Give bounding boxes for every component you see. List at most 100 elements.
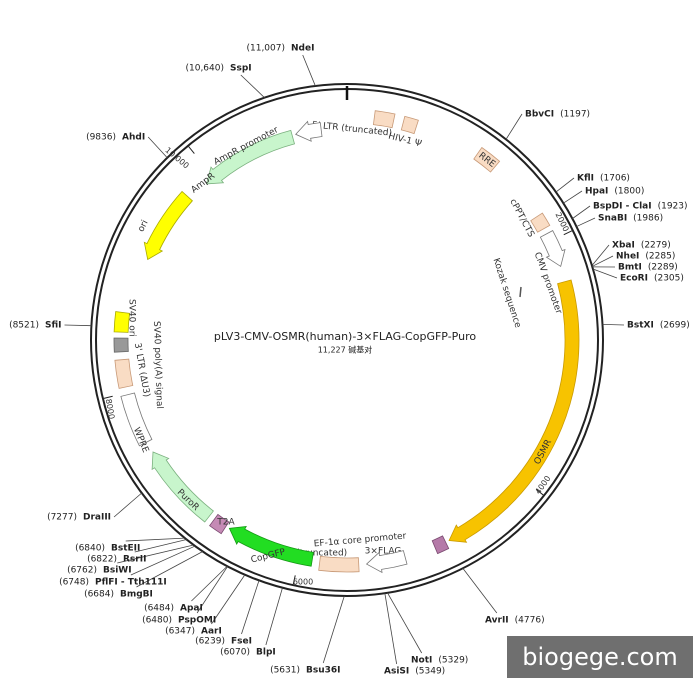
site-name: BmtI — [618, 263, 642, 273]
feature-shape — [114, 358, 134, 389]
site-position: (7277) — [47, 513, 77, 523]
site-leader — [572, 205, 591, 219]
watermark: biogege.com — [522, 643, 677, 671]
site-leader — [563, 190, 583, 204]
site-leader — [462, 568, 498, 614]
ruler-tick — [103, 395, 113, 399]
feature-label: 3×FLAG — [365, 547, 402, 557]
site-leader — [211, 574, 246, 625]
feature-label: ori — [136, 219, 150, 234]
site-leader — [322, 595, 345, 664]
site-position: (8521) — [9, 321, 39, 331]
site-name: BstXI — [627, 321, 654, 331]
feature-shape — [120, 392, 153, 447]
site-name: NotI — [411, 656, 432, 666]
site-name: EcoRI — [620, 274, 648, 284]
site-position: (6484) — [144, 604, 174, 614]
feature-mark — [519, 286, 522, 298]
feature-shape — [400, 115, 419, 135]
ruler-tick — [535, 488, 544, 496]
site-name: AsiSI — [384, 667, 409, 677]
site-leader — [591, 244, 610, 266]
site-leader — [134, 539, 187, 553]
feature-shape — [372, 110, 396, 129]
site-position: (6822) — [87, 555, 117, 565]
site-position: (6070) — [220, 648, 250, 658]
site-name: SspI — [230, 64, 252, 74]
site-position: (5329) — [438, 656, 468, 666]
feature-shape — [205, 129, 295, 185]
site-name: SnaBI — [598, 214, 627, 224]
site-leader — [387, 592, 423, 654]
site-name: XbaI — [612, 241, 635, 251]
site-position: (2279) — [641, 241, 671, 251]
site-leader — [147, 136, 168, 158]
feature-shape — [448, 279, 580, 543]
feature-shape — [530, 212, 551, 233]
site-name: BsiWI — [103, 566, 132, 576]
site-leader — [555, 177, 575, 193]
site-position: (2305) — [654, 274, 684, 284]
site-name: AvrII — [485, 616, 509, 626]
site-position: (1923) — [658, 202, 688, 212]
site-name: BmgBI — [120, 590, 153, 600]
backbone-outer — [90, 83, 604, 597]
site-position: (6684) — [84, 590, 114, 600]
site-name: PflFI - Tth111I — [95, 578, 167, 588]
site-position: (1706) — [600, 174, 630, 184]
site-position: (6480) — [142, 616, 172, 626]
feature-label: 3' LTR (ΔU3) — [132, 342, 151, 398]
ruler-tick — [188, 146, 195, 154]
site-position: (6347) — [165, 627, 195, 637]
site-name: NdeI — [291, 44, 314, 54]
site-position: (6762) — [67, 566, 97, 576]
feature-label: SV40 poly(A) signal — [151, 321, 164, 409]
site-position: (5349) — [415, 667, 445, 677]
map-subtitle: 11,227 碱基对 — [318, 345, 373, 355]
site-name: BbvCI — [525, 110, 554, 120]
map-title: pLV3-CMV-OSMR(human)-3×FLAG-CopGFP-Puro — [214, 330, 476, 343]
site-leader — [125, 537, 185, 542]
site-leader — [113, 492, 143, 518]
site-name: FseI — [231, 637, 252, 647]
site-leader — [592, 268, 618, 279]
site-position: (2285) — [645, 252, 675, 262]
site-name: BstEII — [111, 544, 140, 554]
site-leader — [240, 74, 265, 98]
site-leader — [265, 587, 283, 646]
feature-label: Kozak sequence — [491, 257, 523, 330]
site-leader — [302, 54, 316, 87]
site-leader — [576, 217, 596, 227]
site-position: (1986) — [633, 214, 663, 224]
site-leader — [602, 323, 625, 326]
site-name: AhdI — [122, 133, 145, 143]
feature-label: cPPT/CTS — [507, 197, 536, 239]
site-position: (10,640) — [185, 64, 224, 74]
site-position: (4776) — [515, 616, 545, 626]
feature-shape — [228, 526, 314, 567]
feature-shape — [473, 146, 501, 173]
site-leader — [64, 324, 92, 327]
feature-shape — [143, 190, 193, 261]
site-leader — [130, 545, 196, 576]
site-leader — [592, 255, 614, 267]
site-position: (9836) — [86, 133, 116, 143]
feature-shape — [295, 120, 323, 142]
feature-label: SV40 ori — [127, 299, 137, 337]
site-name: PspOMI — [178, 616, 216, 626]
feature-label: T2A — [216, 518, 235, 528]
site-name: HpaI — [585, 187, 608, 197]
site-name: RsrII — [123, 555, 146, 565]
feature-shape — [209, 513, 230, 535]
site-name: ApaI — [180, 604, 203, 614]
feature-shape — [318, 555, 360, 573]
ruler-label: 2000 — [553, 211, 570, 233]
feature-label: HIV-1 Ψ — [387, 132, 422, 150]
site-position: (11,007) — [246, 44, 285, 54]
site-leader — [384, 593, 398, 665]
site-position: (1800) — [614, 187, 644, 197]
site-leader — [136, 551, 203, 588]
site-name: AarI — [201, 627, 222, 637]
feature-shape — [365, 550, 408, 574]
